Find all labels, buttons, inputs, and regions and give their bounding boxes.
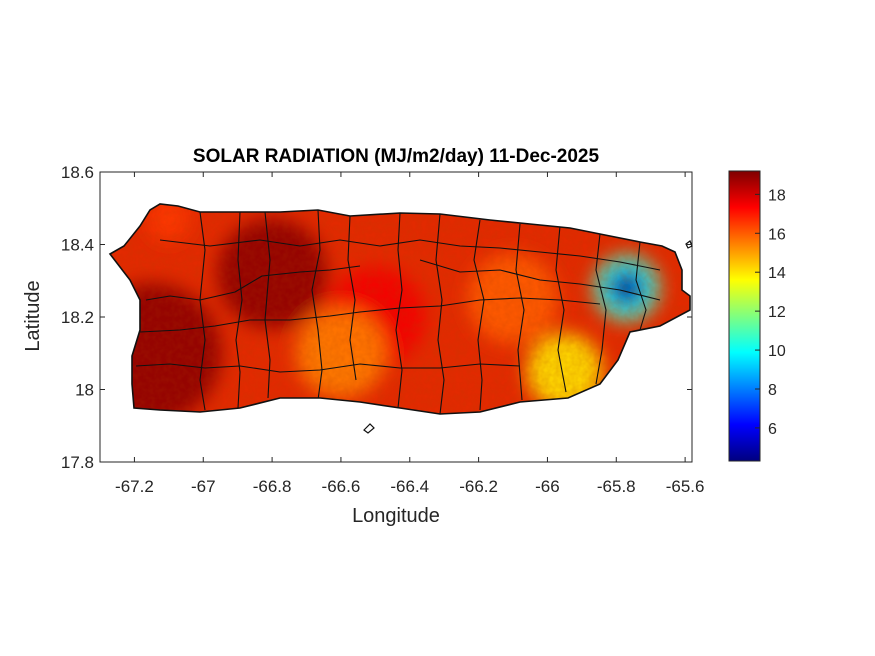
y-tick-label: 18.6	[61, 163, 94, 182]
y-axis-title: Latitude	[22, 280, 44, 351]
x-tick-label: -66	[535, 477, 560, 496]
culebrita-islet	[685, 240, 693, 249]
x-tick-label: -65.8	[597, 477, 636, 496]
x-tick-label: -65.6	[666, 477, 705, 496]
x-tick-label: -67.2	[115, 477, 154, 496]
colorbar-tick-label: 18	[768, 187, 786, 204]
x-tick-label: -66.6	[322, 477, 361, 496]
x-tick-label: -66.4	[390, 477, 429, 496]
colorbar	[728, 170, 761, 462]
plot-title: SOLAR RADIATION (MJ/m2/day) 11-Dec-2025	[193, 146, 600, 167]
colorbar-tick-label: 14	[768, 265, 786, 282]
colorbar-tick-label: 6	[768, 421, 777, 438]
colorbar-tick-label: 12	[768, 304, 786, 321]
y-tick-label: 17.8	[61, 453, 94, 472]
municipality-boundaries	[135, 209, 661, 414]
x-tick-label: -66.8	[253, 477, 292, 496]
x-axis-title: Longitude	[352, 505, 440, 527]
y-tick-label: 18.2	[61, 308, 94, 327]
colorbar-tick-label: 16	[768, 226, 786, 243]
colorbar-tick-label: 8	[768, 382, 777, 399]
colorbar-tick-label: 10	[768, 343, 786, 360]
y-tick-label: 18.4	[61, 236, 94, 255]
x-axis-ticks: -67.2 -67 -66.8 -66.6 -66.4 -66.2 -66 -65.8 -65.…	[115, 172, 704, 496]
x-tick-label: -67	[191, 477, 216, 496]
solar-radiation-field	[110, 204, 690, 414]
colorbar-ticks: 6 8 10 12 14 16 18	[755, 187, 786, 438]
x-tick-label: -66.2	[459, 477, 498, 496]
caja-de-muertos-island	[363, 423, 375, 434]
y-tick-label: 18	[75, 381, 94, 400]
y-axis-ticks: 17.8 18 18.2 18.4 18.6	[61, 163, 692, 472]
